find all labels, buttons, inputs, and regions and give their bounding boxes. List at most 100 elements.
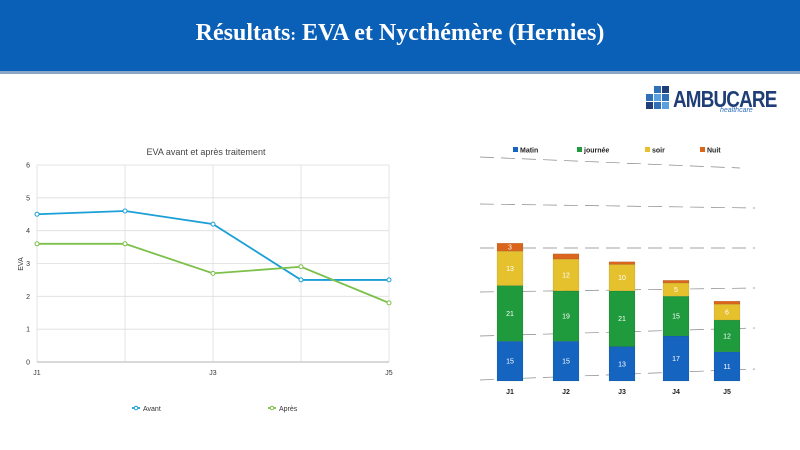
legend-swatch	[513, 147, 518, 152]
legend-label: Matin	[520, 148, 538, 155]
y-tick-label: 3	[26, 261, 30, 268]
page-title: Résultats: EVA et Nycthémère (Hernies)	[0, 20, 800, 47]
x-tick-label: J5	[385, 370, 393, 377]
legend-label: journée	[583, 148, 609, 155]
data-label: 11	[723, 364, 730, 371]
data-label: 19	[562, 314, 570, 321]
bar-segment-nuit	[662, 280, 690, 284]
legend: Avant Après	[132, 405, 298, 413]
data-label: 13	[618, 361, 626, 368]
data-point	[122, 208, 128, 214]
title-rest: EVA et Nycthémère (Hernies)	[295, 20, 605, 46]
x-tick-label: J2	[562, 389, 570, 396]
logo-square	[646, 94, 653, 101]
bar-segment-nuit	[608, 261, 636, 265]
bar-segment-soir	[552, 258, 580, 292]
x-tick-label: J1	[506, 389, 514, 396]
bar-segment-matin	[496, 341, 524, 382]
logo-square	[654, 102, 661, 109]
y-tick-label: 6	[26, 163, 30, 170]
bar-segment-matin	[608, 346, 636, 382]
legend-label: Avant	[143, 406, 161, 413]
data-label: 21	[506, 311, 514, 318]
y-axis-label: EVA	[18, 257, 25, 271]
data-point	[122, 241, 128, 247]
logo-square	[654, 86, 661, 93]
bar-segment-nuit	[713, 300, 741, 305]
legend-label: Après	[279, 406, 298, 413]
title-banner: Résultats: EVA et Nycthémère (Hernies)	[0, 0, 800, 74]
data-label: 21	[618, 316, 626, 323]
data-label: 17	[672, 356, 680, 363]
data-point	[210, 221, 216, 227]
data-label: 6	[725, 310, 729, 317]
bar-segment-journée	[608, 290, 636, 347]
logo-square	[654, 94, 661, 101]
legend-marker	[269, 405, 275, 411]
logo-sub: healthcare	[720, 107, 753, 114]
grid-line	[479, 203, 756, 209]
y-tick-label: 0	[26, 360, 30, 367]
y-ticks: 0 1 2 3 4 5 6	[26, 163, 30, 367]
data-label: 5	[674, 287, 678, 294]
ambucare-logo: AMBUCARE healthcare	[646, 86, 796, 118]
title-main: Résultats	[195, 20, 291, 46]
data-point	[298, 277, 304, 283]
grid-line	[479, 156, 741, 169]
data-label: 15	[562, 359, 570, 366]
data-point	[386, 277, 392, 283]
x-tick-label: J1	[33, 370, 41, 377]
legend-swatch	[577, 147, 582, 152]
title-colon: :	[290, 25, 296, 44]
data-point	[210, 270, 216, 276]
y-tick-label: 1	[26, 327, 30, 334]
bar-segment-nuit	[552, 253, 580, 260]
bar-segment-soir	[608, 264, 636, 292]
data-label: 3	[508, 245, 512, 252]
x-tick-label: J4	[672, 389, 680, 396]
legend-swatch	[700, 147, 705, 152]
data-point	[298, 264, 304, 270]
nycthemere-stacked-bar-chart: Matin journée soir Nuit 15 21 13 3 15 19 12 13 21 10…	[479, 147, 756, 396]
legend-swatch	[645, 147, 650, 152]
bar-segment-journée	[713, 319, 741, 353]
grid	[36, 164, 390, 363]
x-ticks: J1 J3 J5	[33, 370, 393, 377]
logo-square	[662, 86, 669, 93]
data-label: 12	[723, 333, 731, 340]
logo-square	[646, 102, 653, 109]
data-label: 15	[672, 314, 680, 321]
bar-segment-nuit	[496, 242, 524, 252]
bar-segment-matin	[662, 335, 690, 382]
y-tick-label: 4	[26, 228, 30, 235]
series-lines	[34, 208, 392, 306]
bar-segment-matin	[552, 341, 580, 382]
logo-brand: AMBUCARE	[673, 86, 777, 112]
bar-segment-journée	[496, 285, 524, 342]
x-tick-label: J5	[723, 389, 731, 396]
data-label: 15	[506, 359, 514, 366]
bar-segment-matin	[713, 351, 741, 382]
y-tick-label: 2	[26, 294, 30, 301]
bar-segment-journée	[552, 290, 580, 342]
data-point	[34, 211, 40, 217]
data-label: 12	[562, 273, 570, 280]
chart-title: EVA avant et après traitement	[147, 147, 266, 157]
legend-label: Nuit	[707, 148, 721, 155]
data-label: 13	[506, 266, 514, 273]
logo-square	[662, 94, 669, 101]
data-point	[386, 300, 392, 306]
bar-segment-journée	[662, 295, 690, 337]
x-tick-label: J3	[618, 389, 626, 396]
y-tick-label: 5	[26, 195, 30, 202]
data-point	[34, 241, 40, 247]
data-label: 10	[618, 275, 626, 282]
bars: 15 21 13 3 15 19 12 13 21 10 17 15 5 11 12 6	[496, 242, 741, 382]
bar-segment-soir	[496, 250, 524, 286]
logo-square	[662, 102, 669, 109]
legend-marker	[133, 405, 139, 411]
legend: Matin journée soir Nuit	[513, 147, 721, 155]
eva-line-chart: EVA avant et après traitement EVA 0 1 2 3 4 5…	[18, 147, 393, 413]
legend-label: soir	[652, 148, 665, 155]
x-ticks: J1 J2 J3 J4 J5	[506, 389, 731, 396]
